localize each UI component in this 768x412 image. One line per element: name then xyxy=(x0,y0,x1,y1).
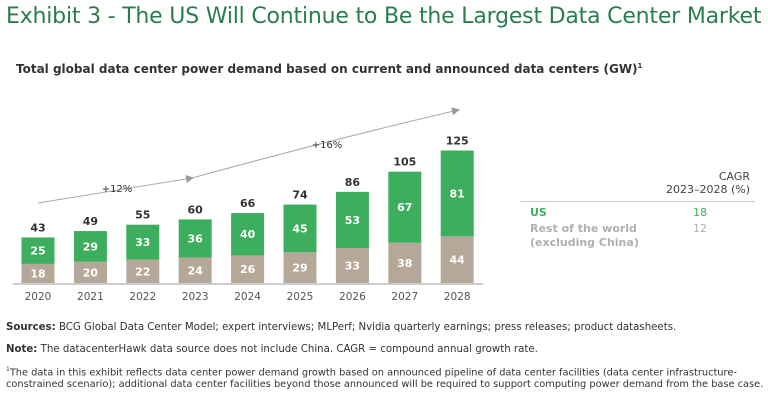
total-label-2028: 125 xyxy=(446,135,469,148)
data-label-us-2028: 81 xyxy=(450,187,465,200)
data-label-rest-2023: 24 xyxy=(188,264,204,277)
chart-subtitle: Total global data center power demand ba… xyxy=(16,62,642,76)
cagr-annotation-12: +12% xyxy=(102,184,133,195)
note: Note: The datacenterHawk data source doe… xyxy=(6,343,764,356)
sources-note: Sources: BCG Global Data Center Model; e… xyxy=(6,321,764,334)
data-label-rest-2021: 20 xyxy=(83,266,99,279)
cagr-header-line2: 2023–2028 (%) xyxy=(665,183,750,196)
x-tick-label-2027: 2027 xyxy=(391,291,418,303)
row-us-value: 18 xyxy=(693,206,707,219)
bar-segment-rest-2024 xyxy=(231,255,265,283)
total-label-2024: 66 xyxy=(240,197,256,210)
footnote-mark: 1 xyxy=(637,62,643,70)
x-tick-label-2023: 2023 xyxy=(182,291,209,303)
x-tick-label-2025: 2025 xyxy=(287,291,314,303)
data-label-us-2023: 36 xyxy=(188,232,204,245)
footnote-mark: 1 xyxy=(6,366,10,373)
note-text: The datacenterHawk data source does not … xyxy=(37,344,538,355)
total-label-2022: 55 xyxy=(135,209,150,222)
footnote: 1The data in this exhibit reflects data … xyxy=(6,364,764,391)
bar-segment-us-2023 xyxy=(178,219,212,258)
data-label-rest-2025: 29 xyxy=(292,262,307,275)
bar-segment-us-2024 xyxy=(231,213,265,256)
data-label-us-2027: 67 xyxy=(397,201,412,214)
data-label-rest-2027: 38 xyxy=(397,257,412,270)
total-label-2026: 86 xyxy=(345,176,361,189)
data-label-us-2022: 33 xyxy=(135,236,150,249)
sources-text: BCG Global Data Center Model; expert int… xyxy=(55,322,677,333)
x-tick-label-2020: 2020 xyxy=(25,291,52,303)
bar-segment-rest-2022 xyxy=(126,259,160,283)
data-label-us-2025: 45 xyxy=(292,222,307,235)
row-rest-value: 12 xyxy=(693,222,707,235)
total-label-2027: 105 xyxy=(393,156,416,169)
x-tick-label-2026: 2026 xyxy=(339,291,366,303)
x-tick-label-2028: 2028 xyxy=(444,291,471,303)
footnote-text: The data in this exhibit reflects data c… xyxy=(6,367,764,391)
row-rest-label-line2: (excluding China) xyxy=(530,236,639,249)
cagr-header: CAGR 2023–2028 (%) xyxy=(600,170,750,196)
data-label-rest-2028: 44 xyxy=(450,254,466,267)
x-tick-label-2024: 2024 xyxy=(234,291,261,303)
bar-segment-us-2025 xyxy=(283,204,317,253)
cagr-annotation-16: +16% xyxy=(312,140,343,151)
bar-segment-rest-2021 xyxy=(73,261,107,283)
data-label-us-2021: 29 xyxy=(83,240,98,253)
bar-segment-rest-2023 xyxy=(178,257,212,283)
cagr-header-line1: CAGR xyxy=(718,170,750,183)
bar-segment-us-2022 xyxy=(126,224,160,260)
growth-arrow-2020-2023 xyxy=(37,175,194,204)
total-label-2021: 49 xyxy=(83,215,98,228)
subtitle-text: Total global data center power demand ba… xyxy=(16,62,638,76)
table-divider xyxy=(520,201,755,202)
bar-segment-us-2028 xyxy=(440,150,474,237)
data-label-rest-2026: 33 xyxy=(345,260,360,273)
bar-segment-rest-2026 xyxy=(335,248,369,283)
row-rest-label-line1: Rest of the world xyxy=(530,222,637,235)
total-label-2025: 74 xyxy=(292,189,308,202)
total-label-2020: 43 xyxy=(30,221,45,234)
row-rest-label: Rest of the world (excluding China) xyxy=(530,222,639,250)
data-label-us-2024: 40 xyxy=(240,228,256,241)
row-us-label: US xyxy=(530,206,547,219)
bar-segment-rest-2027 xyxy=(388,242,422,283)
bar-segment-rest-2025 xyxy=(283,252,317,283)
data-label-rest-2024: 26 xyxy=(240,263,256,276)
bar-segment-us-2021 xyxy=(73,231,107,262)
note-label: Note: xyxy=(6,344,38,355)
x-tick-label-2022: 2022 xyxy=(129,291,156,303)
data-label-us-2020: 25 xyxy=(30,245,45,258)
data-label-rest-2020: 18 xyxy=(30,267,45,280)
bar-segment-us-2027 xyxy=(388,171,422,243)
exhibit-title: Exhibit 3 - The US Will Continue to Be t… xyxy=(6,4,762,29)
bar-segment-rest-2020 xyxy=(21,263,55,283)
total-label-2023: 60 xyxy=(188,203,204,216)
bar-segment-rest-2028 xyxy=(440,236,474,283)
bar-segment-us-2020 xyxy=(21,237,55,264)
bar-segment-us-2026 xyxy=(335,191,369,249)
data-label-us-2026: 53 xyxy=(345,214,360,227)
x-tick-label-2021: 2021 xyxy=(77,291,104,303)
growth-arrow-2023-2028 xyxy=(191,107,460,179)
sources-label: Sources: xyxy=(6,322,56,333)
data-label-rest-2022: 22 xyxy=(135,265,150,278)
